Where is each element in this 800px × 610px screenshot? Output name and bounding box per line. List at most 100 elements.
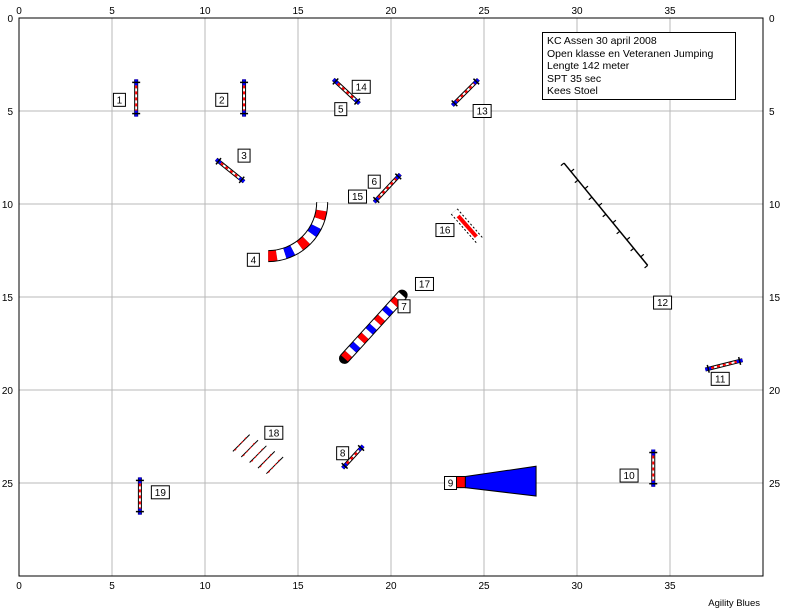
jump-8 <box>341 444 365 470</box>
obstacle-number-14: 14 <box>351 79 371 94</box>
weave-pole <box>584 185 589 190</box>
jump-foot <box>215 157 222 165</box>
jump-5-14 <box>331 77 361 106</box>
tunnel-segment <box>361 328 373 339</box>
tunnel-4 <box>267 201 329 263</box>
x-tick-label: 0 <box>16 581 22 592</box>
obstacle-number-10: 10 <box>619 468 639 483</box>
obstacle-number-2: 2 <box>215 92 229 107</box>
tunnel-segment <box>316 202 328 212</box>
tunnel-segment <box>386 301 398 312</box>
long-jump-plank <box>249 445 267 463</box>
jump-foot <box>353 98 361 105</box>
tunnel-segment <box>370 319 381 330</box>
long-jump-plank <box>257 451 276 469</box>
y-tick-label: 15 <box>2 293 14 304</box>
x-tick-label: 30 <box>571 6 583 17</box>
judge-name: Kees Stoel <box>547 85 598 98</box>
obstacle-number-5: 5 <box>334 102 348 117</box>
label-text: 7 <box>401 302 407 313</box>
tunnel-segment <box>268 250 278 262</box>
weave-pole <box>616 230 621 235</box>
tunnel-segment <box>378 310 390 321</box>
y-tick-label: 0 <box>769 14 775 25</box>
weave-pole <box>602 213 607 218</box>
long-jump-plank <box>240 439 259 458</box>
weave-pole <box>560 162 565 167</box>
jump-1 <box>132 79 141 117</box>
tunnel-segment <box>345 346 357 357</box>
label-text: 19 <box>155 488 167 499</box>
tunnel-segment <box>296 236 310 250</box>
label-box <box>710 371 730 386</box>
jump-6-15 <box>372 172 402 204</box>
label-text: 13 <box>477 107 489 118</box>
y-tick-label: 10 <box>2 200 14 211</box>
long-jump-plank-stripes <box>259 452 274 468</box>
tunnel-segment <box>394 292 406 303</box>
x-tick-label: 15 <box>292 581 304 592</box>
obstacle-number-16: 16 <box>435 223 455 238</box>
tire-16 <box>450 208 484 245</box>
jump-foot <box>332 77 339 85</box>
obstacle-number-17: 17 <box>414 276 434 291</box>
obstacle-number-12: 12 <box>653 295 673 310</box>
y-tick-label: 25 <box>2 479 14 490</box>
x-tick-label: 10 <box>199 581 211 592</box>
obstacle-number-6: 6 <box>367 174 381 189</box>
obstacle-number-1: 1 <box>112 92 126 107</box>
label-box <box>367 174 381 189</box>
jump-foot <box>372 196 380 204</box>
y-tick-label: 20 <box>2 386 14 397</box>
label-text: 16 <box>439 226 451 237</box>
jump-foot <box>341 462 349 470</box>
obstacle-number-11: 11 <box>710 371 730 386</box>
weave-pole <box>598 202 603 207</box>
weave-pole <box>626 236 631 241</box>
long-jump-18 <box>232 434 284 475</box>
x-tick-label: 35 <box>664 6 676 17</box>
obstacle-number-19: 19 <box>150 485 170 500</box>
y-tick-label: 25 <box>769 479 781 490</box>
label-box <box>348 189 368 204</box>
x-tick-label: 5 <box>109 581 115 592</box>
label-text: 4 <box>251 255 257 266</box>
x-tick-label: 10 <box>199 6 211 17</box>
x-tick-label: 35 <box>664 581 676 592</box>
tunnel-segment <box>353 337 365 348</box>
label-box <box>472 104 492 118</box>
chute-cloth <box>464 465 537 497</box>
tunnel-segment <box>382 305 394 317</box>
x-tick-label: 30 <box>571 581 583 592</box>
tunnel-segment <box>314 209 327 221</box>
jump-2 <box>240 79 249 117</box>
grid <box>19 18 763 576</box>
label-box <box>215 92 229 107</box>
tunnel-segment <box>290 241 303 255</box>
label-box <box>397 299 411 314</box>
jump-foot <box>394 173 402 180</box>
label-text: 8 <box>340 449 346 460</box>
software-credit: Agility Blues <box>708 598 760 609</box>
label-box <box>237 148 251 163</box>
label-text: 2 <box>219 95 225 106</box>
obstacle-number-3: 3 <box>237 148 251 163</box>
jump-3 <box>214 157 246 184</box>
label-text: 11 <box>715 374 726 385</box>
y-tick-label: 10 <box>769 200 781 211</box>
jump-foot <box>238 176 245 184</box>
label-box <box>150 485 170 500</box>
label-text: 15 <box>352 192 364 203</box>
jump-10 <box>649 449 658 487</box>
course-length: Lengte 142 meter <box>547 60 630 73</box>
label-text: 14 <box>356 82 368 93</box>
label-box <box>653 295 673 310</box>
label-box <box>336 446 350 461</box>
y-tick-label: 20 <box>769 386 781 397</box>
tunnel-segment <box>302 230 316 244</box>
tire-ring <box>456 214 478 239</box>
label-box <box>112 92 126 107</box>
weave-pole <box>574 179 579 184</box>
standard-course-time: SPT 35 sec <box>547 72 602 85</box>
